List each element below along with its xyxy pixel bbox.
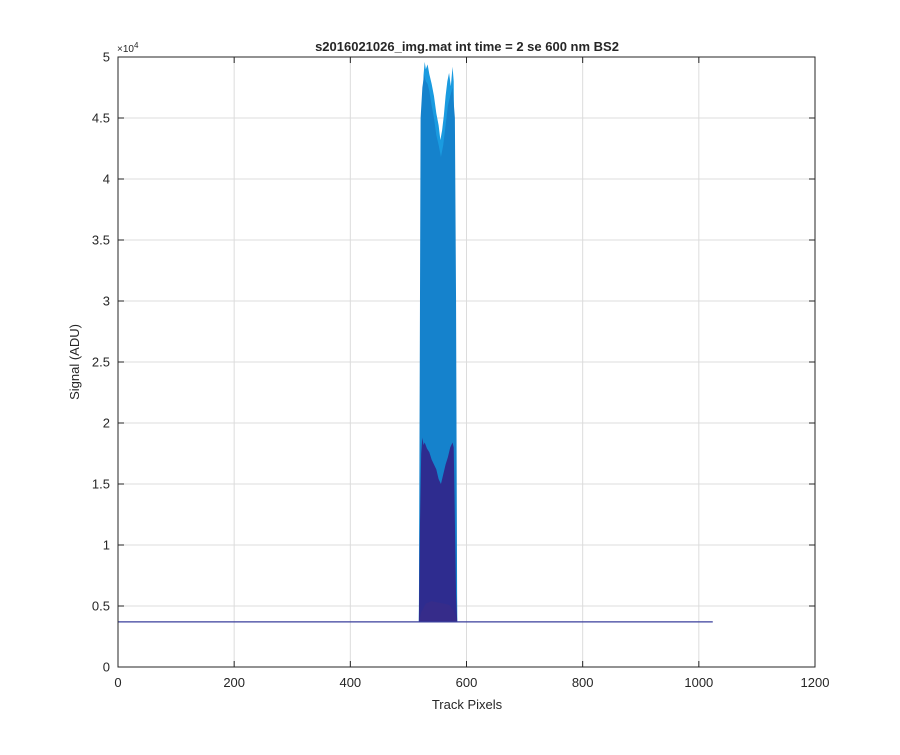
y-tick-label-8: 4	[103, 172, 110, 187]
y-exponent-base: ×10	[117, 44, 134, 55]
x-tick-label-1: 200	[223, 675, 245, 690]
peak-area-darker	[418, 601, 458, 622]
y-tick-label-2: 1	[103, 538, 110, 553]
grid	[118, 57, 815, 667]
chart-title: s2016021026_img.mat int time = 2 se 600 …	[315, 39, 619, 54]
y-tick-label-9: 4.5	[92, 111, 110, 126]
x-axis-label: Track Pixels	[432, 697, 503, 712]
y-tick-label-0: 0	[103, 660, 110, 675]
x-tick-label-6: 1200	[801, 675, 830, 690]
y-exponent-label: ×104	[117, 41, 139, 55]
y-tick-label-7: 3.5	[92, 233, 110, 248]
plot-area	[118, 61, 713, 623]
y-exponent-power: 4	[134, 41, 139, 50]
x-tick-label-3: 600	[456, 675, 478, 690]
x-tick-label-0: 0	[114, 675, 121, 690]
peak-area-dark	[418, 437, 458, 622]
y-tick-label-4: 2	[103, 416, 110, 431]
ticks: 0 200 400 600 800 1000 1200 0 0.5 1 1.5 2 2.5 3 3.5 4 4.…	[92, 50, 830, 691]
y-axis-label: Signal (ADU)	[67, 324, 82, 400]
y-tick-label-1: 0.5	[92, 599, 110, 614]
y-tick-label-5: 2.5	[92, 355, 110, 370]
y-tick-label-10: 5	[103, 50, 110, 65]
y-tick-label-3: 1.5	[92, 477, 110, 492]
x-tick-label-2: 400	[339, 675, 361, 690]
x-tick-label-4: 800	[572, 675, 594, 690]
x-tick-label-5: 1000	[684, 675, 713, 690]
y-tick-label-6: 3	[103, 294, 110, 309]
